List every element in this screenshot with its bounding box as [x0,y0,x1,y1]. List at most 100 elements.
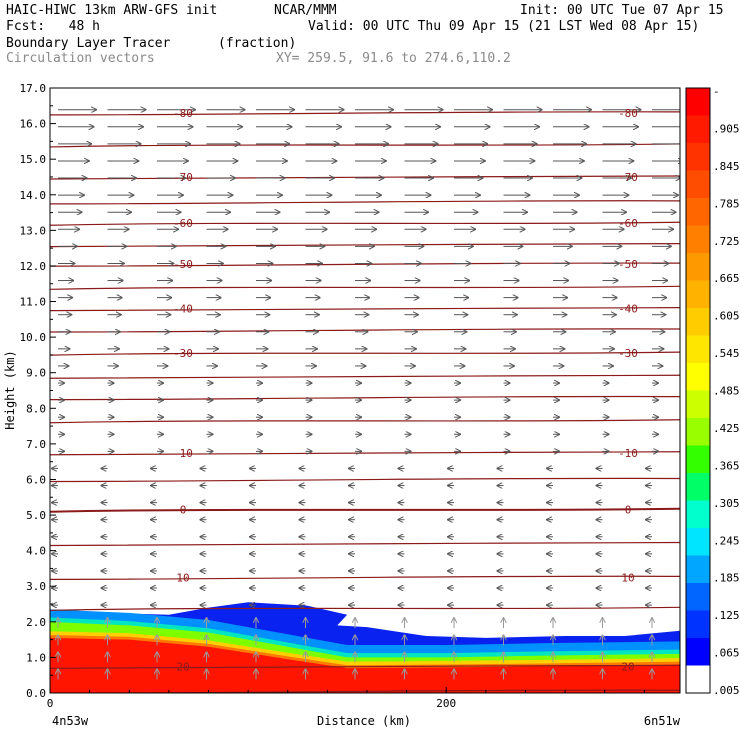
colorbar-swatch [686,363,710,391]
colorbar-swatch [686,555,710,584]
colorbar-swatch [686,198,710,226]
colorbar-label: .365 [713,459,740,472]
colorbar-label: .245 [713,534,740,547]
isotherm-line [50,221,680,226]
colorbar-label: .725 [713,235,740,248]
colorbar-swatch [686,253,710,281]
isotherm-line [50,689,680,693]
y-axis-tick-label: 2.0 [26,616,46,629]
isotherm-line [50,541,680,547]
isotherm-label: -70 [618,171,638,184]
y-axis-tick-label: 7.0 [26,438,46,451]
colorbar-label: - [713,85,720,98]
isotherm-label: -50 [173,258,193,271]
y-axis-tick-label: 17.0 [20,82,47,95]
y-axis-tick-label: 0.0 [26,687,46,700]
colorbar-swatch [686,528,710,556]
valid-time: Valid: 00 UTC Thu 09 Apr 15 (21 LST Wed … [308,19,700,34]
y-axis-tick-label: 3.0 [26,580,46,593]
isotherm-line [50,242,680,248]
isotherm-line [50,374,680,379]
field-units: (fraction) [218,36,297,51]
colorbar-swatch [686,335,710,364]
colorbar-label: .305 [713,497,740,510]
forecast-hour: Fcst: 48 h [6,19,100,34]
isotherm-label: 10 [621,571,634,584]
x-axis-label: Distance (km) [317,714,411,728]
y-axis-tick-label: 9.0 [26,367,46,380]
isotherm-label: -80 [173,107,193,120]
isotherm-line [50,200,680,205]
colorbar-swatch [686,170,710,199]
isotherm-line [50,477,680,483]
institution-label: NCAR/MMM [274,3,337,18]
isotherm-line [50,285,680,290]
x-axis-tick-label: 0 [47,697,54,710]
isotherm-line [50,262,680,267]
plot-area [50,88,680,693]
colorbar-label: .665 [713,272,740,285]
colorbar-label: .125 [713,609,740,622]
isotherm-line [50,351,680,356]
isotherm-label: 0 [180,504,187,517]
colorbar-swatch [686,88,710,116]
colorbar-label: .185 [713,572,740,585]
vector-field-name: Circulation vectors [6,51,155,66]
isotherm-line [50,664,680,669]
colorbar-swatch [686,418,710,446]
colorbar-swatch [686,610,710,639]
y-axis-tick-label: 11.0 [20,296,47,309]
colorbar-swatch [686,225,710,254]
y-axis-tick-label: 14.0 [20,189,47,202]
x-end-location: 6n51w [644,714,681,728]
y-axis-label: Height (km) [3,350,17,429]
y-axis-tick-label: 16.0 [20,118,47,131]
isotherm-label: -70 [173,171,193,184]
colorbar-frame [685,87,711,694]
colorbar-label: .905 [713,122,740,135]
y-axis-tick-label: 12.0 [20,260,47,273]
colorbar-swatch [686,115,710,144]
y-axis-tick-label: 5.0 [26,509,46,522]
colorbar-label: .545 [713,347,740,360]
colorbar-swatch [686,500,710,529]
isotherm-line [50,507,680,513]
isotherm-label: -50 [618,258,638,271]
y-axis-tick-label: 1.0 [26,651,46,664]
colorbar-label: .005 [713,684,740,697]
colorbar-label: .425 [713,422,740,435]
y-axis-tick-label: 8.0 [26,402,46,415]
colorbar-swatch [686,308,710,336]
isotherm-line [50,307,680,312]
colorbar-swatch [686,473,710,501]
colorbar-swatch [686,665,710,694]
y-axis-tick-label: 6.0 [26,473,46,486]
colorbar-swatch [686,638,710,666]
y-axis-tick-label: 13.0 [20,224,47,237]
isotherm-label: 20 [176,660,189,673]
colorbar-swatch [686,583,710,611]
colorbar-swatch [686,143,710,171]
isotherm-label: -60 [173,217,193,230]
isotherm-line [50,606,680,611]
cross-section-endpoints: XY= 259.5, 91.6 to 274.6,110.2 [276,51,511,66]
isotherm-label: -10 [173,447,193,460]
isotherm-label: 0 [625,504,632,517]
colorbar-label: .605 [713,310,740,323]
isotherm-label: -30 [173,347,193,360]
isotherm-label: -10 [618,447,638,460]
colorbar-swatch [686,390,710,419]
y-axis-tick-label: 10.0 [20,331,47,344]
isotherm-label: 20 [621,660,634,673]
colorbar-swatch [686,445,710,474]
colorbar-label: .065 [713,647,740,660]
isotherm-label: -60 [618,217,638,230]
isotherm-label: -80 [618,107,638,120]
isotherm-label: 10 [176,571,189,584]
isotherm-label: -30 [618,347,638,360]
field-name: Boundary Layer Tracer [6,36,171,51]
colorbar-label: .785 [713,197,740,210]
isotherm-line [50,575,680,580]
isotherm-label: -40 [618,303,638,316]
